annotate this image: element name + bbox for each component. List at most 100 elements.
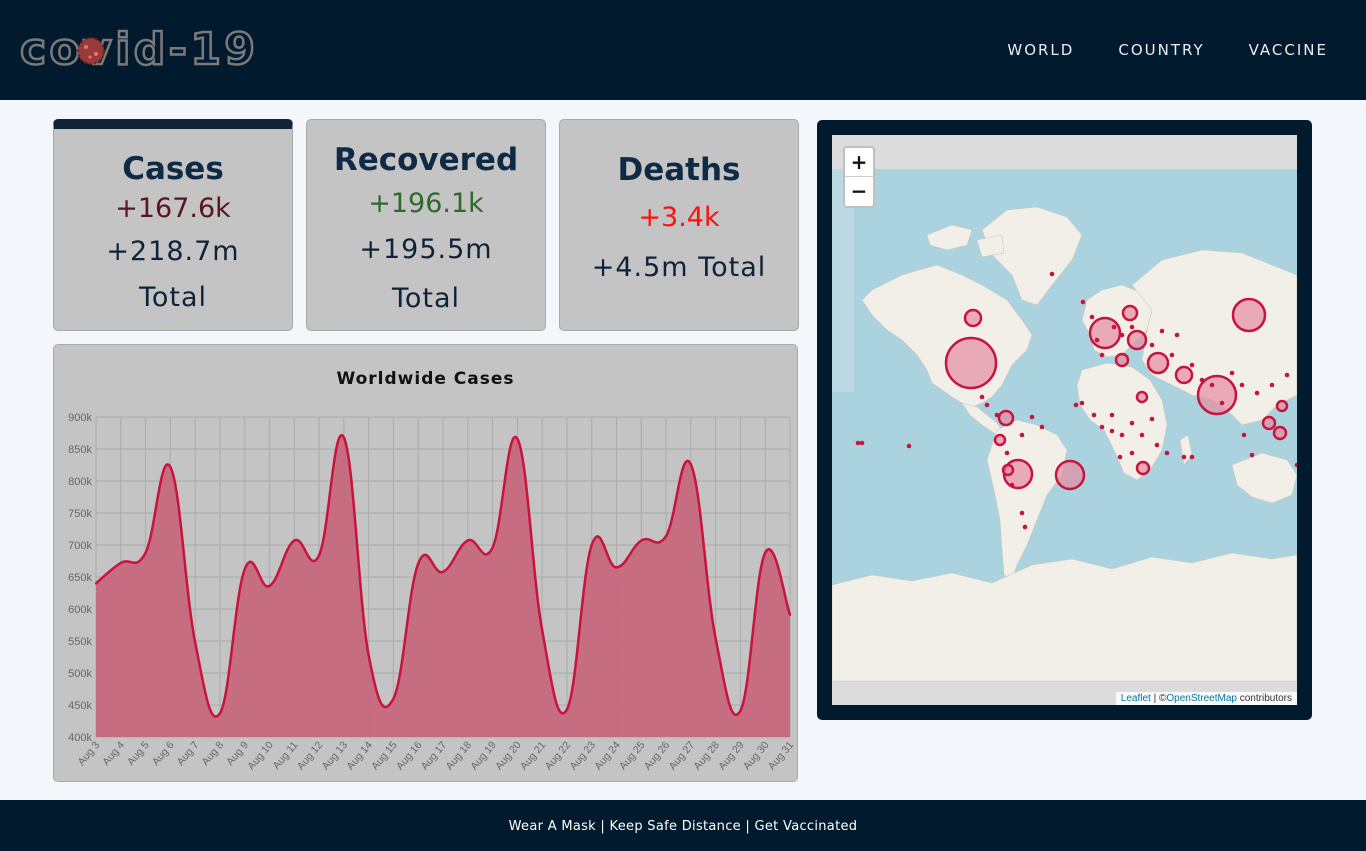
case-dot[interactable] [1119, 432, 1125, 438]
x-tick-label: Aug 7 [175, 739, 202, 768]
case-circle[interactable] [944, 336, 998, 390]
case-circle[interactable] [1275, 399, 1289, 413]
x-tick-label: Aug 25 [617, 739, 648, 772]
case-dot[interactable] [1022, 524, 1028, 530]
worldwide-cases-chart[interactable]: 400k 450k 500k 550k 600k 650k 700k 750k 800k 850k… [54, 345, 799, 783]
case-dot[interactable] [1111, 324, 1117, 330]
case-dot[interactable] [1009, 482, 1015, 488]
case-dot[interactable] [1149, 416, 1155, 422]
case-dot[interactable] [1129, 450, 1135, 456]
case-dot[interactable] [1109, 412, 1115, 418]
virus-icon [77, 37, 105, 65]
leaflet-link[interactable]: Leaflet [1120, 693, 1151, 704]
case-dot[interactable] [1079, 400, 1085, 406]
case-dot[interactable] [1099, 352, 1105, 358]
case-dot[interactable] [1254, 390, 1260, 396]
case-circle[interactable] [1088, 316, 1122, 350]
case-dot[interactable] [1129, 324, 1135, 330]
case-dot[interactable] [1189, 454, 1195, 460]
deaths-title: Deaths [617, 152, 741, 188]
case-dot[interactable] [1294, 462, 1297, 468]
case-dot[interactable] [1019, 510, 1025, 516]
case-dot[interactable] [1117, 454, 1123, 460]
case-dot[interactable] [1039, 424, 1045, 430]
data-point [218, 712, 222, 715]
case-dot[interactable] [1229, 370, 1235, 376]
case-circle[interactable] [993, 433, 1007, 447]
x-tick-label: Aug 27 [667, 739, 698, 772]
case-dot[interactable] [1129, 420, 1135, 426]
case-dot[interactable] [1189, 362, 1195, 368]
case-dot[interactable] [1199, 377, 1205, 383]
case-circle[interactable] [1146, 351, 1170, 375]
data-point [144, 551, 147, 554]
case-dot[interactable] [1109, 428, 1115, 434]
case-dot[interactable] [1164, 450, 1170, 456]
x-tick-label: Aug 18 [443, 739, 474, 772]
footer: Wear A Mask | Keep Safe Distance | Get V… [0, 800, 1366, 851]
case-dot[interactable] [984, 402, 990, 408]
case-dot[interactable] [1169, 352, 1175, 358]
case-circle[interactable] [1126, 329, 1148, 351]
case-dot[interactable] [1174, 332, 1180, 338]
case-dot[interactable] [1091, 412, 1097, 418]
case-circle[interactable] [1054, 459, 1086, 491]
deaths-delta: +3.4k [638, 202, 720, 233]
x-tick-label: Aug 13 [320, 739, 351, 772]
zoom-out-button[interactable]: − [850, 179, 868, 203]
case-dot[interactable] [1089, 314, 1095, 320]
case-circle[interactable] [1272, 425, 1288, 441]
case-dot[interactable] [1119, 332, 1125, 338]
case-circle[interactable] [1196, 374, 1238, 416]
x-tick-label: Aug 16 [394, 739, 425, 772]
case-dot[interactable] [1019, 432, 1025, 438]
map-canvas[interactable] [832, 135, 1297, 705]
case-dot[interactable] [1139, 432, 1145, 438]
osm-link[interactable]: OpenStreetMap [1166, 693, 1237, 704]
case-dot[interactable] [1219, 400, 1225, 406]
case-circle[interactable] [1174, 365, 1194, 385]
case-circle[interactable] [1135, 390, 1149, 404]
data-point [664, 534, 668, 538]
world-map[interactable]: + − Leaflet | ©OpenStreetMap contributor… [832, 135, 1297, 705]
case-dot[interactable] [1099, 424, 1105, 430]
case-dot[interactable] [1073, 402, 1079, 408]
nav-world[interactable]: WORLD [1007, 41, 1075, 59]
case-dot[interactable] [1239, 382, 1245, 388]
case-dot[interactable] [1269, 382, 1275, 388]
covid-logo[interactable]: covid-19 [20, 24, 260, 76]
case-circles[interactable] [855, 271, 1297, 530]
case-dot[interactable] [979, 394, 985, 400]
case-dot[interactable] [1241, 432, 1247, 438]
case-dot[interactable] [1080, 299, 1086, 305]
case-dot[interactable] [1181, 454, 1187, 460]
case-dot[interactable] [1149, 342, 1155, 348]
zoom-in-button[interactable]: + [845, 148, 873, 177]
case-circle[interactable] [1121, 304, 1139, 322]
attribution-tail: contributors [1236, 693, 1292, 704]
nav-vaccine[interactable]: VACCINE [1248, 41, 1328, 59]
case-dot[interactable] [1004, 450, 1010, 456]
case-dot[interactable] [1029, 414, 1035, 420]
case-dot[interactable] [1249, 452, 1255, 458]
case-dot[interactable] [1094, 337, 1100, 343]
case-circle[interactable] [997, 409, 1015, 427]
case-dot[interactable] [1284, 372, 1290, 378]
nav-country[interactable]: COUNTRY [1118, 41, 1205, 59]
case-dot[interactable] [859, 440, 865, 446]
case-dot[interactable] [1159, 328, 1165, 334]
case-circle[interactable] [1114, 352, 1130, 368]
case-dot[interactable] [1049, 271, 1055, 277]
case-dot[interactable] [906, 443, 912, 449]
x-tick-label: Aug 14 [344, 739, 375, 772]
case-circle[interactable] [963, 308, 983, 328]
case-circle[interactable] [1231, 297, 1267, 333]
case-circle[interactable] [1135, 460, 1151, 476]
case-dot[interactable] [855, 440, 861, 446]
case-circle[interactable] [1001, 463, 1015, 477]
case-circle[interactable] [1261, 415, 1277, 431]
case-dot[interactable] [1154, 442, 1160, 448]
cases-total-label: Total [138, 282, 208, 313]
case-dot[interactable] [1209, 382, 1215, 388]
case-dot[interactable] [994, 412, 1000, 418]
